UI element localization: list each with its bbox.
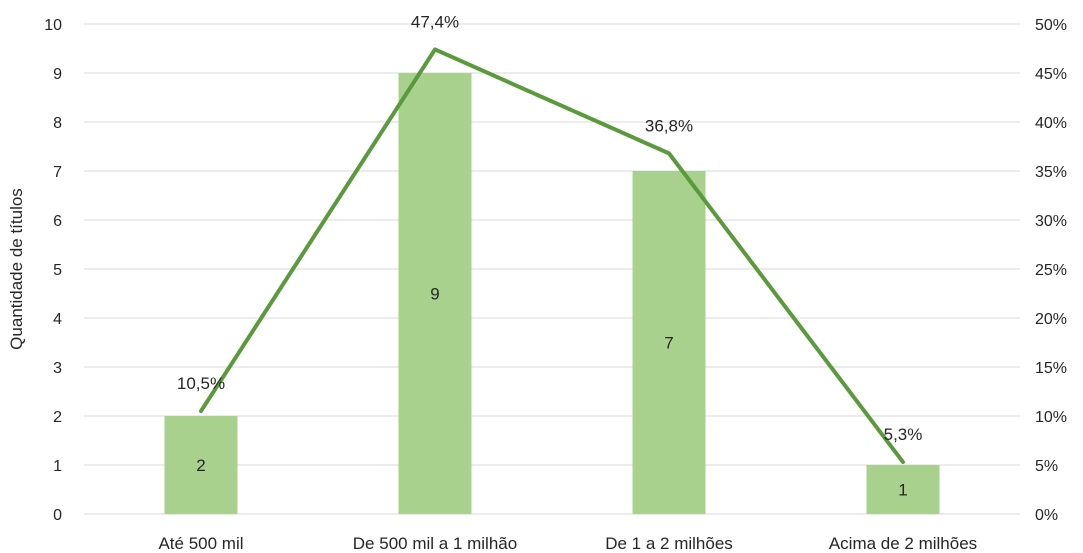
bar-value-label: 7: [664, 334, 673, 353]
y2-tick-label: 25%: [1035, 262, 1067, 279]
x-tick-label: Até 500 mil: [158, 534, 243, 553]
line-percent-label: 5,3%: [884, 425, 923, 444]
y-tick-label: 5: [53, 262, 62, 279]
y-axis-label: Quantidade de títulos: [7, 188, 26, 350]
bar-value-label: 9: [430, 285, 439, 304]
bar: [398, 73, 472, 514]
line-percent-label: 10,5%: [177, 374, 225, 393]
y2-tick-label: 5%: [1035, 458, 1058, 475]
y2-tick-label: 45%: [1035, 66, 1067, 83]
bar: [632, 171, 706, 514]
data-labels: 2 9 7 1 10,5% 47,4% 36,8% 5,3%: [177, 12, 922, 499]
y-tick-label: 10: [44, 17, 62, 34]
line-percent-label: 36,8%: [645, 116, 693, 135]
y-tick-label: 0: [53, 507, 62, 524]
axes: Quantidade de títulos 0 1 2 3 4 5 6 7 8 9 10 0% 5% 10…: [7, 17, 1067, 553]
y-tick-label: 3: [53, 360, 62, 377]
y2-tick-label: 15%: [1035, 360, 1067, 377]
y-tick-label: 2: [53, 409, 62, 426]
y2-tick-label: 0%: [1035, 507, 1058, 524]
bar: [164, 416, 238, 514]
y-tick-label: 1: [53, 458, 62, 475]
line-percent-label: 47,4%: [411, 12, 459, 31]
y2-tick-label: 30%: [1035, 213, 1067, 230]
bar-series: [164, 73, 940, 514]
bar: [866, 465, 940, 514]
percentage-line: [199, 47, 905, 465]
y-tick-label: 8: [53, 115, 62, 132]
y2-tick-label: 35%: [1035, 164, 1067, 181]
y-tick-label: 4: [53, 311, 62, 328]
bar-value-label: 2: [196, 456, 205, 475]
gridlines: [84, 23, 1020, 515]
x-tick-label: De 1 a 2 milhões: [605, 534, 733, 553]
y-tick-label: 7: [53, 164, 62, 181]
y-tick-label: 6: [53, 213, 62, 230]
x-tick-label: De 500 mil a 1 milhão: [353, 534, 517, 553]
y2-tick-label: 40%: [1035, 115, 1067, 132]
x-tick-label: Acima de 2 milhões: [829, 534, 977, 553]
y-tick-label: 9: [53, 66, 62, 83]
bar-value-label: 1: [898, 481, 907, 500]
y2-tick-label: 10%: [1035, 409, 1067, 426]
y2-tick-label: 50%: [1035, 17, 1067, 34]
y2-tick-label: 20%: [1035, 311, 1067, 328]
percentage-line-series: [199, 47, 905, 465]
